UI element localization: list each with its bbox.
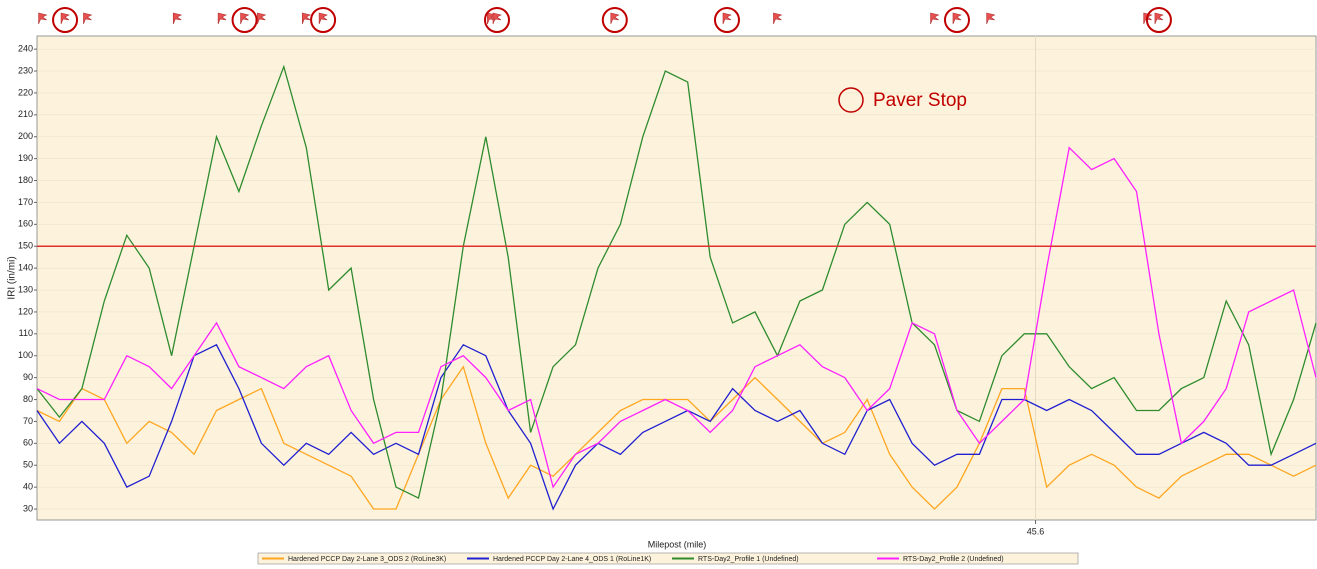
y-tick-label: 80 (23, 394, 33, 404)
y-tick-label: 200 (18, 131, 33, 141)
paver-stop-circle (601, 7, 628, 33)
y-tick-label: 140 (18, 263, 33, 273)
paver-stop-circle (713, 7, 740, 33)
flag-icon (217, 12, 227, 25)
y-tick-label: 100 (18, 350, 33, 360)
x-axis-label: Milepost (mile) (648, 539, 707, 549)
flag-icon (986, 12, 996, 25)
paver-stop-circle (52, 7, 79, 33)
flag-icon (610, 12, 620, 25)
x-tick-label: 45.6 (1027, 526, 1045, 536)
y-tick-label: 30 (23, 503, 33, 513)
paver-stop-circle (310, 7, 337, 33)
y-tick-label: 170 (18, 197, 33, 207)
flag-icon (773, 12, 783, 25)
y-tick-label: 190 (18, 153, 33, 163)
y-axis-label: IRI (in/mi) (7, 256, 18, 299)
flag-icon (60, 12, 70, 25)
series-line (36, 64, 1317, 500)
y-tick-label: 120 (18, 306, 33, 316)
y-tick-label: 130 (18, 284, 33, 294)
flag-icon (722, 12, 732, 25)
y-tick-label: 210 (18, 109, 33, 119)
legend-label: RTS-Day2_Profile 1 (Undefined) (698, 556, 799, 563)
series-line (36, 146, 1317, 489)
flag-icon (83, 12, 93, 25)
flag-icon (301, 12, 312, 25)
y-tick-label: 90 (23, 372, 33, 382)
flag-icon (257, 12, 267, 25)
flag-icon (930, 12, 940, 25)
paver-stop-circle (231, 7, 258, 33)
paver-stop-circle (1145, 7, 1172, 33)
y-tick-label: 160 (18, 219, 33, 229)
y-tick-label: 40 (23, 482, 33, 492)
y-tick-label: 150 (18, 241, 33, 251)
y-tick-label: 240 (18, 44, 33, 54)
legend-label: Hardened PCCP Day 2-Lane 3_ODS 2 (RoLine… (288, 556, 446, 563)
flag-icon (318, 12, 328, 25)
series-line (36, 343, 1317, 511)
flag-icon (1154, 12, 1164, 25)
annotation-text: Paver Stop (873, 90, 967, 111)
y-tick-label: 230 (18, 65, 33, 75)
series-line (36, 365, 1317, 510)
y-tick-label: 50 (23, 460, 33, 470)
paver-stop-circle (943, 7, 970, 33)
legend-label: RTS-Day2_Profile 2 (Undefined) (903, 556, 1004, 563)
plot-area (36, 35, 1317, 521)
annotation-marker (838, 87, 864, 113)
flag-icon (172, 12, 183, 25)
flag-icon (240, 12, 250, 25)
y-tick-label: 220 (18, 87, 33, 97)
flag-icon (492, 12, 502, 25)
flag-icon (952, 12, 962, 25)
y-tick-label: 180 (18, 175, 33, 185)
y-tick-label: 70 (23, 416, 33, 426)
y-tick-label: 110 (19, 328, 33, 338)
legend-label: Hardened PCCP Day 2-Lane 4_ODS 1 (RoLine… (493, 556, 651, 563)
y-tick-label: 60 (23, 438, 33, 448)
flag-icon (38, 12, 48, 25)
paver-stop-circle (483, 7, 510, 33)
legend-box (257, 552, 1079, 565)
